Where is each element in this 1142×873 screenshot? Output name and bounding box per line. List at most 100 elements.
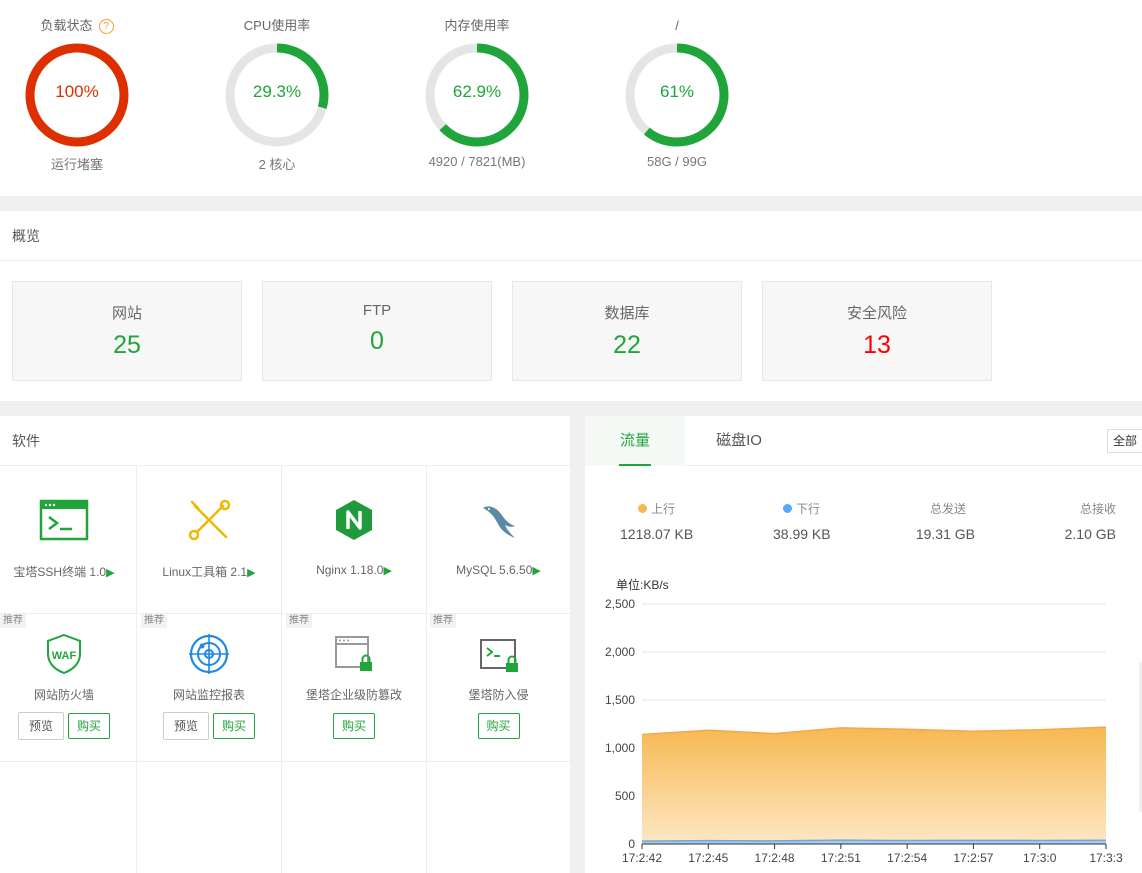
play-icon[interactable]: ▶ <box>532 565 541 577</box>
recommended-item-tamper-proof: 推荐 堡塔企业级防篡改 购买 <box>282 614 427 762</box>
buy-button[interactable]: 购买 <box>68 713 110 739</box>
waf-icon: WAF <box>47 633 81 675</box>
y-tick-label: 500 <box>615 789 635 803</box>
software-empty-slot <box>137 762 282 873</box>
overview-card-label: 安全风险 <box>846 305 907 322</box>
upload-area <box>642 727 1106 844</box>
y-tick-label: 1,500 <box>605 693 635 707</box>
memory-gauge[interactable]: 内存使用率 62.9% 4920 / 7821(MB) <box>402 16 552 186</box>
overview-card-value: 25 <box>113 331 141 359</box>
gauge-progress <box>625 43 729 147</box>
stat-value: 38.99 KB <box>773 526 831 542</box>
memory-value: 62.9% <box>452 82 502 101</box>
play-icon[interactable]: ▶ <box>106 567 115 579</box>
tab-traffic[interactable]: 流量 <box>585 416 685 466</box>
load-value: 100% <box>55 82 99 101</box>
tab-disk-io[interactable]: 磁盘IO <box>693 416 785 466</box>
x-tick-label: 17:2:54 <box>887 851 927 865</box>
cpu-gauge[interactable]: CPU使用率 29.3% 2 核心 <box>202 16 352 186</box>
x-tick-label: 17:2:45 <box>688 851 728 865</box>
traffic-tab-bar: 流量 磁盘IO 全部 <box>585 416 1142 466</box>
recommended-name: 网站监控报表 <box>172 688 245 702</box>
network-interface-select[interactable]: 全部 <box>1106 429 1142 453</box>
stat-upload: 上行 1218.07 KB <box>620 502 730 542</box>
scrollbar[interactable] <box>1139 662 1142 812</box>
recommended-item-site-monitor: 推荐 网站监控报表 预览 购买 <box>137 614 282 762</box>
software-name: Linux工具箱 2.1 <box>162 565 248 579</box>
software-empty-slot <box>426 762 571 873</box>
preview-button[interactable]: 预览 <box>18 712 64 740</box>
stat-download: 下行 38.99 KB <box>773 502 883 542</box>
x-tick-label: 17:2:48 <box>755 851 795 865</box>
preview-button[interactable]: 预览 <box>163 712 209 740</box>
software-item-ssh-terminal[interactable]: 宝塔SSH终端 1.0▶ <box>0 466 137 614</box>
cpu-cores: 2 核心 <box>258 157 296 172</box>
gauge-progress <box>25 43 129 147</box>
y-tick-label: 0 <box>628 837 635 851</box>
software-name: 宝塔SSH终端 1.0 <box>13 565 107 579</box>
download-dot-icon <box>783 504 792 513</box>
mysql-icon <box>482 506 515 538</box>
software-empty-slot <box>0 762 137 873</box>
software-item-linux-toolbox[interactable]: Linux工具箱 2.1▶ <box>137 466 282 614</box>
recommended-tag: 推荐 <box>141 614 167 628</box>
stat-value: 19.31 GB <box>915 526 975 542</box>
overview-card-value: 22 <box>613 331 641 359</box>
y-tick-label: 1,000 <box>605 741 635 755</box>
recommended-item-intrusion-prevention: 推荐 堡塔防入侵 购买 <box>426 614 571 762</box>
recommended-tag: 推荐 <box>0 614 26 628</box>
x-tick-label: 17:3:3 <box>1089 851 1123 865</box>
play-icon[interactable]: ▶ <box>383 565 392 577</box>
disk-gauge[interactable]: / 61% 58G / 99G <box>602 16 752 186</box>
recommended-tag: 推荐 <box>430 614 456 628</box>
load-gauge[interactable]: 负载状态? 100% 运行堵塞 <box>2 16 152 186</box>
memory-title: 内存使用率 <box>444 18 510 33</box>
cpu-value: 29.3% <box>252 82 302 101</box>
overview-card-value: 13 <box>863 331 891 359</box>
recommended-name: 堡塔防入侵 <box>468 688 529 702</box>
overview-card-databases[interactable]: 数据库 22 <box>512 281 742 381</box>
gauge-progress <box>425 43 529 147</box>
x-tick-label: 17:2:57 <box>953 851 993 865</box>
x-tick-label: 17:2:51 <box>821 851 861 865</box>
terminal-icon <box>39 499 89 541</box>
buy-button[interactable]: 购买 <box>213 713 255 739</box>
disk-value: 61% <box>659 82 695 101</box>
overview-card-ftp[interactable]: FTP 0 <box>262 281 492 381</box>
load-ring <box>25 43 129 147</box>
help-icon[interactable]: ? <box>98 19 114 34</box>
stat-total-received: 总接收 2.10 GB <box>1006 502 1116 542</box>
software-empty-slot <box>282 762 427 873</box>
software-item-mysql[interactable]: MySQL 5.6.50▶ <box>426 466 571 614</box>
software-panel: 软件 宝塔SSH终端 1.0▶ <box>0 416 571 873</box>
software-name: MySQL 5.6.50 <box>456 563 533 577</box>
software-item-nginx[interactable]: Nginx 1.18.0▶ <box>282 466 427 614</box>
stat-label: 上行 <box>651 502 676 516</box>
buy-button[interactable]: 购买 <box>477 713 520 739</box>
monitor-radar-icon <box>189 634 229 674</box>
recommended-tag: 推荐 <box>286 614 312 628</box>
disk-usage: 58G / 99G <box>647 154 707 169</box>
recommended-name: 网站防火墙 <box>33 688 94 702</box>
stat-label: 下行 <box>796 502 821 516</box>
stat-value: 1218.07 KB <box>620 526 694 542</box>
overview-card-security-risk[interactable]: 安全风险 13 <box>762 281 992 381</box>
x-tick-label: 17:3:0 <box>1023 851 1057 865</box>
tamper-proof-icon <box>335 636 372 671</box>
download-line <box>641 839 1107 842</box>
stat-label: 总接收 <box>1079 502 1116 516</box>
buy-button[interactable]: 购买 <box>333 713 375 739</box>
tab-active-indicator <box>619 464 651 466</box>
play-icon[interactable]: ▶ <box>247 567 256 579</box>
nginx-icon <box>336 500 372 540</box>
waf-icon-text: WAF <box>52 650 77 662</box>
software-name: Nginx 1.18.0 <box>316 563 384 577</box>
recommended-item-waf: 推荐 WAF 网站防火墙 预览 购买 <box>0 614 137 762</box>
software-title: 软件 <box>0 416 570 466</box>
load-status: 运行堵塞 <box>50 157 103 172</box>
memory-usage: 4920 / 7821(MB) <box>428 154 526 169</box>
overview-card-sites[interactable]: 网站 25 <box>12 281 242 381</box>
x-tick-label: 17:2:42 <box>622 851 662 865</box>
chart-unit-label: 单位:KB/s <box>616 578 669 592</box>
cpu-ring <box>225 43 329 147</box>
